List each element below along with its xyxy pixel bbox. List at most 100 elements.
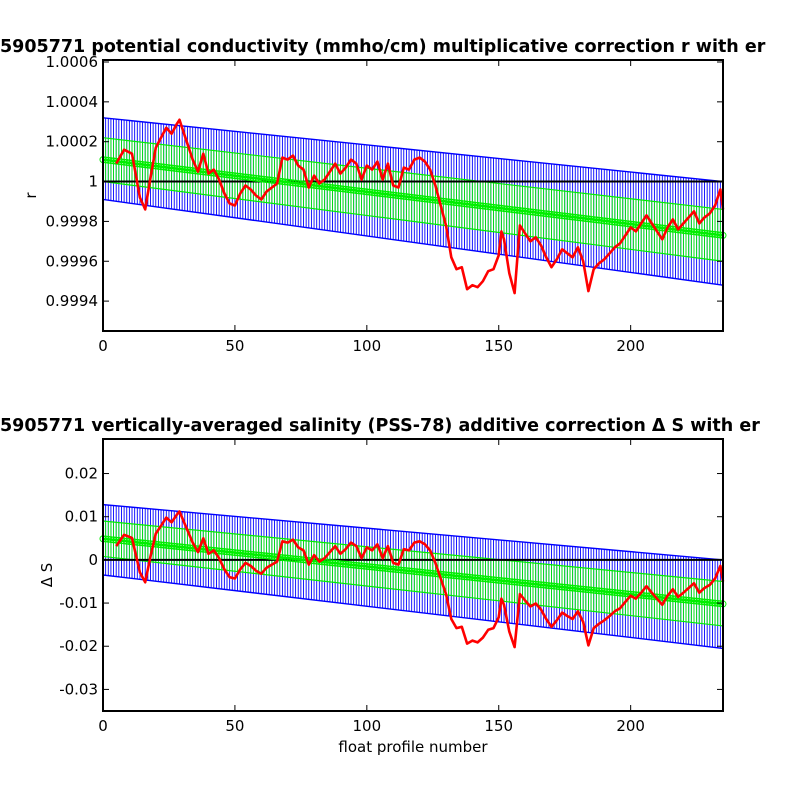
fit-marker xyxy=(329,184,337,192)
fit-marker xyxy=(603,217,611,225)
fit-marker xyxy=(571,584,579,592)
fit-marker xyxy=(339,560,347,568)
fit-marker xyxy=(120,158,128,166)
fit-marker xyxy=(582,586,590,594)
fit-marker xyxy=(234,549,242,557)
fit-marker xyxy=(693,597,701,605)
raw-correction-line xyxy=(115,118,725,295)
fit-marker xyxy=(592,587,600,595)
envelope-lower-line xyxy=(102,198,724,286)
fit-marker xyxy=(199,168,207,176)
y-tick-label: 0 xyxy=(88,551,98,569)
fit-marker xyxy=(508,206,516,214)
fit-marker xyxy=(323,558,331,566)
y-tick-label: 0.02 xyxy=(65,465,98,483)
fit-marker xyxy=(687,597,695,605)
fit-marker xyxy=(178,165,186,173)
fit-marker xyxy=(656,224,664,232)
fit-marker xyxy=(350,561,358,569)
fit-marker xyxy=(471,201,479,209)
fit-marker xyxy=(244,550,252,558)
fit-marker xyxy=(482,575,490,583)
fit-marker xyxy=(608,218,616,226)
y-tick-label: 0.9996 xyxy=(46,252,99,270)
fit-marker xyxy=(107,536,115,544)
fit-marker xyxy=(397,566,405,574)
fit-marker xyxy=(236,549,244,557)
fit-marker xyxy=(400,566,408,574)
fit-marker xyxy=(616,219,624,227)
fit-marker xyxy=(606,217,614,225)
fit-marker xyxy=(703,598,711,606)
fit-marker xyxy=(479,575,487,583)
fit-marker xyxy=(608,588,616,596)
fit-marker xyxy=(603,588,611,596)
fit-marker xyxy=(136,160,144,168)
fit-marker xyxy=(595,216,603,224)
fit-marker xyxy=(257,175,265,183)
fit-marker xyxy=(566,584,574,592)
fit-marker xyxy=(226,548,234,556)
fit-marker xyxy=(479,202,487,210)
fit-marker xyxy=(173,165,181,173)
fit-marker xyxy=(244,173,252,181)
fit-marker xyxy=(587,215,595,223)
fit-marker xyxy=(476,202,484,210)
fit-marker xyxy=(516,579,524,587)
fit-marker xyxy=(281,178,289,186)
x-tick-label: 50 xyxy=(225,717,244,735)
fit-marker xyxy=(429,569,437,577)
fit-marker xyxy=(468,574,476,582)
fit-marker xyxy=(526,580,534,588)
fit-marker xyxy=(215,547,223,555)
x-axis-label: float profile number xyxy=(338,738,488,756)
y-tick-label: 0.9994 xyxy=(46,292,99,310)
fit-marker xyxy=(548,210,556,218)
fit-marker xyxy=(555,583,563,591)
fit-marker xyxy=(503,205,511,213)
fit-marker xyxy=(178,543,186,551)
fit-marker xyxy=(460,573,468,581)
fit-marker xyxy=(123,537,131,545)
fit-band-lower-line xyxy=(102,180,724,262)
fit-marker xyxy=(421,195,429,203)
fit-marker xyxy=(693,228,701,236)
fit-marker xyxy=(487,576,495,584)
fit-marker xyxy=(553,211,561,219)
fit-marker xyxy=(503,577,511,585)
fit-marker xyxy=(236,172,244,180)
fit-marker xyxy=(458,199,466,207)
fit-marker xyxy=(579,214,587,222)
fit-marker xyxy=(418,568,426,576)
fit-marker xyxy=(540,581,548,589)
fit-marker xyxy=(563,584,571,592)
fit-marker xyxy=(379,564,387,572)
fit-marker xyxy=(139,539,147,547)
fit-marker xyxy=(286,179,294,187)
fit-marker xyxy=(550,211,558,219)
fit-marker xyxy=(600,217,608,225)
fit-marker xyxy=(176,543,184,551)
fit-marker xyxy=(611,218,619,226)
fit-marker xyxy=(418,195,426,203)
x-tick-label: 150 xyxy=(484,337,513,355)
fit-marker xyxy=(500,205,508,213)
fit-marker xyxy=(524,208,532,216)
fit-marker xyxy=(358,187,366,195)
fit-marker xyxy=(294,555,302,563)
fit-marker xyxy=(701,598,709,606)
envelope-upper-line xyxy=(102,503,724,561)
fit-marker xyxy=(466,573,474,581)
fit-marker xyxy=(400,192,408,200)
fit-marker xyxy=(402,567,410,575)
fit-marker xyxy=(416,568,424,576)
fit-marker xyxy=(112,157,120,165)
fit-marker xyxy=(592,216,600,224)
fit-marker xyxy=(574,214,582,222)
x-tick-label: 100 xyxy=(353,337,382,355)
fit-marker xyxy=(690,228,698,236)
fit-marker xyxy=(458,572,466,580)
x-tick-label: 200 xyxy=(616,717,645,735)
fit-marker xyxy=(460,200,468,208)
